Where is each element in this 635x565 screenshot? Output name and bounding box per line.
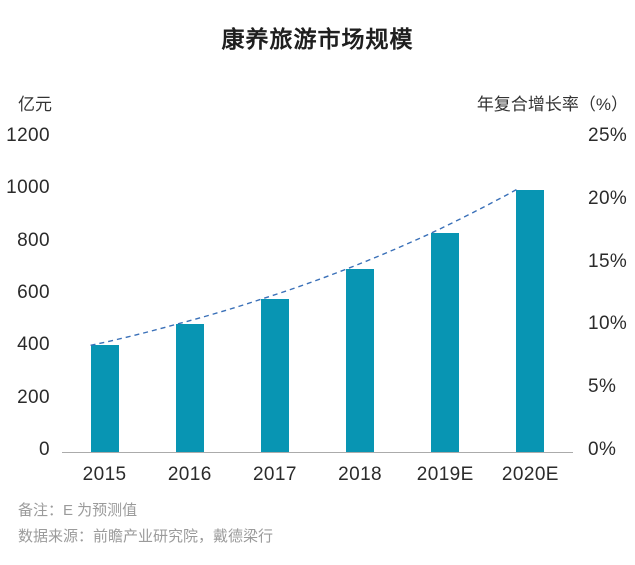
bar-2017 <box>260 299 289 452</box>
left-tick-600: 600 <box>17 282 50 303</box>
left-tick-400: 400 <box>17 334 50 356</box>
footer-note: 备注：E 为预测值 <box>18 502 138 519</box>
bar-2016 <box>175 324 204 452</box>
bar-2020E <box>516 189 545 452</box>
left-tick-1200: 1200 <box>6 125 50 146</box>
x-axis-line <box>62 452 573 453</box>
right-tick-25%: 25% <box>588 125 628 146</box>
left-axis-unit-label: 亿元 <box>18 95 52 114</box>
right-tick-5%: 5% <box>588 376 617 398</box>
x-label-2017: 2017 <box>252 464 297 485</box>
right-tick-10%: 10% <box>588 313 628 335</box>
left-tick-200: 200 <box>17 386 50 408</box>
x-label-2018: 2018 <box>338 464 383 485</box>
right-tick-0%: 0% <box>588 439 617 460</box>
left-tick-1000: 1000 <box>6 177 50 199</box>
x-label-2020E: 2020E <box>501 464 559 485</box>
right-axis-unit-label: 年复合增长率（%） <box>476 95 628 114</box>
left-tick-0: 0 <box>39 439 50 460</box>
footer-source: 数据来源：前瞻产业研究院，戴德梁行 <box>18 528 274 545</box>
bar-2019E <box>431 233 460 452</box>
left-tick-800: 800 <box>17 229 50 251</box>
x-label-2019E: 2019E <box>416 464 474 485</box>
right-tick-20%: 20% <box>588 187 628 209</box>
bar-2015 <box>90 345 119 452</box>
chart-title: 康养旅游市场规模 <box>221 26 414 52</box>
right-tick-15%: 15% <box>588 250 628 272</box>
x-label-2015: 2015 <box>82 464 127 485</box>
x-label-2016: 2016 <box>167 464 212 485</box>
bar-2018 <box>346 269 375 452</box>
